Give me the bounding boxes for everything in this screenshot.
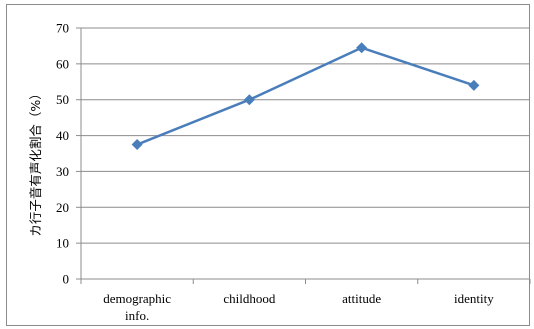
y-tick-label: 10: [56, 236, 69, 251]
x-tick-label: attitude: [342, 291, 381, 306]
y-tick-label: 30: [56, 164, 69, 179]
y-tick-label: 50: [56, 92, 69, 107]
x-tick-label: childhood: [223, 291, 275, 306]
data-point-marker: [356, 42, 368, 54]
y-tick-label: 40: [56, 128, 69, 143]
y-tick-label: 70: [56, 21, 69, 36]
axes: [76, 27, 531, 284]
x-tick-labels: demographic info. childhood attitude identit…: [103, 291, 494, 323]
y-tick-label: 20: [56, 200, 69, 215]
chart-frame: [6, 4, 530, 326]
y-tick-labels: 0 10 20 30 40 50 60 70: [56, 21, 69, 287]
x-tick-label: identity: [454, 291, 494, 306]
x-tick-label: demographic info.: [103, 291, 171, 323]
data-point-marker: [243, 94, 255, 106]
data-point-marker: [131, 139, 143, 151]
gridlines: [81, 27, 530, 244]
y-tick-label: 60: [56, 56, 69, 71]
y-axis-label: カ行子音有声化割合（%）: [28, 87, 43, 236]
series-line: [136, 46, 475, 146]
series-group: [131, 42, 480, 151]
data-point-marker: [468, 79, 480, 91]
y-tick-label: 0: [63, 272, 70, 287]
